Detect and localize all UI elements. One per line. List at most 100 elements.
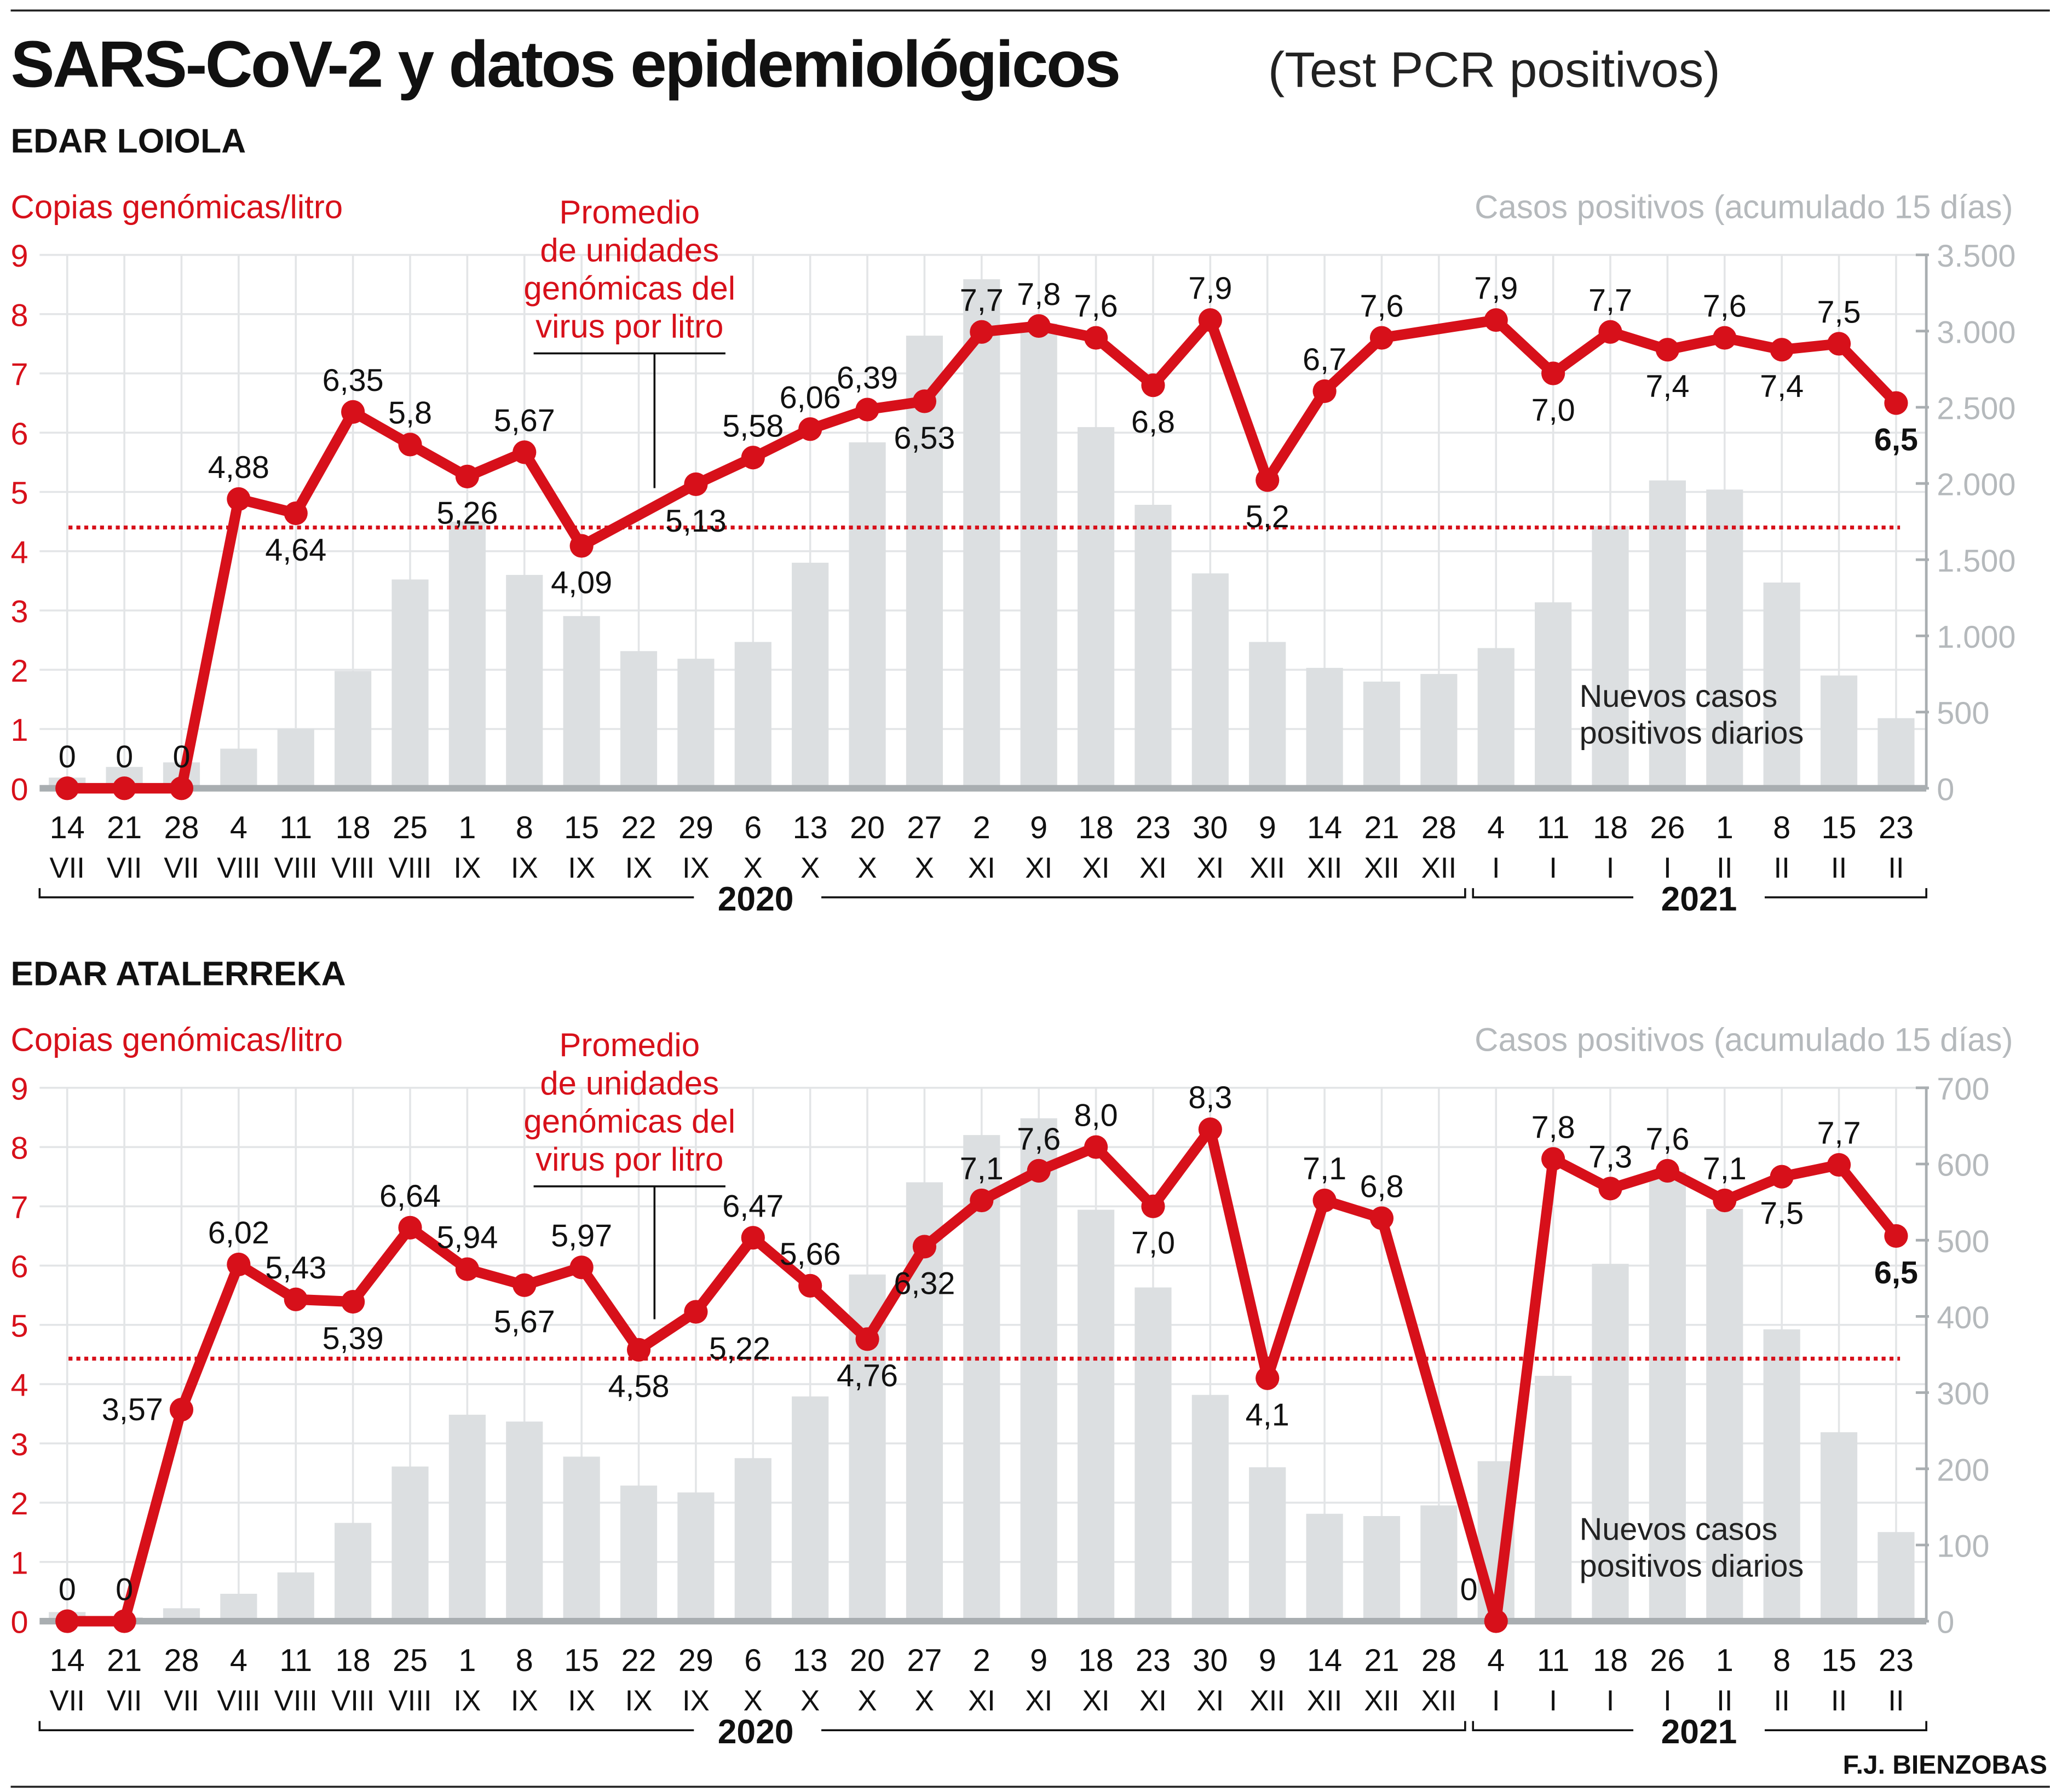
line-point	[626, 1338, 651, 1362]
line-point	[741, 1226, 765, 1250]
x-tick-day: 21	[107, 1643, 142, 1678]
line-point	[284, 1287, 308, 1311]
x-tick-day: 8	[1773, 1643, 1790, 1678]
point-label: 5,67	[494, 1305, 555, 1340]
line-point	[684, 472, 708, 497]
bar	[335, 1523, 372, 1622]
point-label: 7,5	[1817, 295, 1861, 330]
right-tick-label: 500	[1937, 1224, 1989, 1259]
point-label: 5,67	[494, 404, 555, 439]
right-tick-label: 1.000	[1937, 620, 2016, 655]
point-label: 0	[59, 739, 76, 774]
point-label: 7,6	[1360, 289, 1403, 324]
average-label: genómicas del	[523, 1103, 735, 1139]
point-label: 0	[172, 739, 190, 774]
x-tick-day: 28	[164, 810, 199, 845]
x-tick-day: 23	[1879, 1643, 1914, 1678]
x-tick-month: II	[1717, 852, 1732, 884]
line-point	[1084, 326, 1108, 350]
x-tick-day: 15	[564, 1643, 599, 1678]
x-tick-month: VIII	[274, 852, 318, 884]
x-tick-day: 13	[793, 810, 828, 845]
point-label: 4,64	[265, 533, 326, 568]
bar-series-label: Nuevos casos	[1580, 1512, 1778, 1547]
line-point	[112, 776, 136, 800]
line-point	[1369, 1206, 1394, 1230]
point-label: 5,58	[722, 408, 784, 443]
x-tick-day: 9	[1030, 1643, 1047, 1678]
x-tick-day: 29	[678, 810, 713, 845]
point-label: 6,32	[894, 1266, 955, 1301]
x-tick-month: VIII	[331, 1685, 375, 1717]
x-tick-month: II	[1888, 852, 1904, 884]
x-tick-month: I	[1606, 852, 1615, 884]
bar	[1592, 1264, 1629, 1622]
bar	[1249, 1467, 1286, 1622]
left-tick-label: 9	[11, 1071, 28, 1107]
x-tick-day: 21	[107, 810, 142, 845]
left-tick-label: 6	[11, 1249, 28, 1284]
point-label: 8,3	[1188, 1080, 1232, 1115]
line-point	[1541, 1147, 1565, 1171]
x-tick-day: 20	[850, 1643, 885, 1678]
x-tick-month: IX	[511, 852, 538, 884]
x-tick-month: IX	[453, 852, 481, 884]
line-point	[684, 1300, 708, 1324]
point-label: 7,8	[1017, 277, 1061, 312]
bar	[1135, 1287, 1172, 1622]
x-tick-month: XI	[1139, 852, 1167, 884]
left-axis-title: Copias genómicas/litro	[11, 1022, 343, 1058]
x-tick-month: I	[1663, 1685, 1672, 1717]
point-label: 6,5	[1874, 1255, 1918, 1290]
point-label: 5,43	[265, 1251, 326, 1286]
bar	[792, 562, 829, 788]
point-label: 7,4	[1645, 369, 1689, 404]
bar	[620, 1485, 658, 1622]
left-tick-label: 2	[11, 654, 28, 689]
x-tick-day: 27	[907, 810, 942, 845]
point-label: 6,5	[1874, 423, 1918, 458]
right-tick-label: 700	[1937, 1071, 1989, 1107]
line-point	[569, 534, 594, 558]
point-label: 7,1	[1703, 1151, 1747, 1186]
x-tick-month: II	[1831, 1685, 1847, 1717]
x-tick-day: 26	[1650, 810, 1685, 845]
x-tick-month: XI	[1196, 1685, 1224, 1717]
x-tick-day: 28	[164, 1643, 199, 1678]
bar	[1763, 1329, 1800, 1622]
x-tick-month: VII	[49, 852, 85, 884]
x-tick-month: IX	[511, 1685, 538, 1717]
x-tick-day: 23	[1879, 810, 1914, 845]
line-point	[112, 1609, 136, 1633]
point-label: 7,3	[1588, 1139, 1632, 1174]
x-tick-day: 22	[621, 810, 657, 845]
x-tick-month: IX	[625, 852, 653, 884]
x-tick-day: 1	[1716, 1643, 1734, 1678]
point-label: 7,4	[1760, 369, 1804, 404]
point-label: 7,9	[1474, 271, 1518, 306]
left-tick-label: 0	[11, 1605, 28, 1640]
x-tick-month: XII	[1421, 1685, 1457, 1717]
x-tick-day: 18	[336, 1643, 371, 1678]
x-tick-day: 11	[1537, 810, 1570, 845]
x-tick-day: 11	[279, 1643, 312, 1678]
x-tick-month: VII	[164, 852, 199, 884]
x-tick-day: 28	[1421, 1643, 1456, 1678]
x-tick-day: 6	[744, 1643, 762, 1678]
line-point	[1369, 326, 1394, 350]
bar	[963, 279, 1000, 788]
point-label: 7,1	[1303, 1151, 1346, 1186]
x-tick-month: VII	[49, 1685, 85, 1717]
x-tick-day: 20	[850, 810, 885, 845]
line-point	[455, 464, 479, 488]
bar-series-label: Nuevos casos	[1580, 679, 1778, 714]
x-tick-day: 21	[1364, 810, 1399, 845]
x-tick-month: VIII	[331, 852, 375, 884]
point-label: 4,1	[1246, 1398, 1289, 1433]
line-point	[55, 776, 79, 800]
x-tick-day: 28	[1421, 810, 1456, 845]
point-label: 5,66	[780, 1237, 841, 1272]
right-tick-label: 200	[1937, 1453, 1989, 1488]
line-point	[284, 501, 308, 526]
